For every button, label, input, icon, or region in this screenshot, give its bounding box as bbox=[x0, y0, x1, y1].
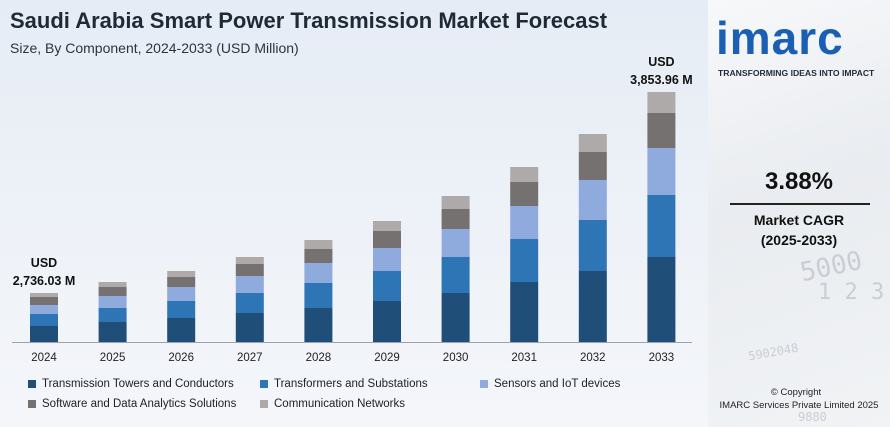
legend-label: Software and Data Analytics Solutions bbox=[42, 398, 237, 410]
x-tick-label: 2032 bbox=[580, 352, 606, 364]
bar-segment bbox=[578, 271, 607, 342]
stacked-bar-chart: 2024 2025 2026 2027 2028 2029 2030 2031 2032 2033… bbox=[12, 55, 693, 364]
copyright-notice: © Copyright bbox=[770, 387, 822, 398]
bar-segment bbox=[235, 264, 264, 276]
bar-segment bbox=[30, 293, 58, 297]
background-decoration: 5902048 bbox=[747, 340, 800, 364]
cagr-value: 3.88% bbox=[764, 168, 834, 195]
bar-segment bbox=[167, 277, 196, 287]
bar-segment bbox=[30, 326, 58, 342]
cagr-period: (2025-2033) bbox=[760, 232, 838, 248]
bar-segment bbox=[373, 221, 401, 231]
bar-segment bbox=[441, 229, 470, 257]
cagr-divider bbox=[730, 203, 870, 205]
bar-segment bbox=[235, 276, 264, 293]
bar-segment bbox=[167, 287, 196, 301]
bar-segment bbox=[441, 293, 470, 342]
bar-segment bbox=[304, 308, 333, 342]
bar-segment bbox=[98, 287, 127, 296]
legend-swatch bbox=[28, 380, 36, 388]
chart-title: Saudi Arabia Smart Power Transmission Ma… bbox=[10, 8, 608, 33]
bar-segment bbox=[647, 92, 676, 113]
bar-segment bbox=[441, 257, 470, 293]
copyright-owner: IMARC Services Private Limited 2025 bbox=[719, 400, 879, 411]
bar-segment bbox=[578, 152, 607, 180]
bar-segment bbox=[441, 196, 470, 209]
bar-segment bbox=[98, 282, 127, 287]
bar-segment bbox=[167, 318, 196, 342]
legend-label: Sensors and IoT devices bbox=[494, 378, 621, 390]
x-tick-label: 2025 bbox=[100, 352, 126, 364]
bar-segment bbox=[373, 231, 401, 248]
logo-tagline: TRANSFORMING IDEAS INTO IMPACT bbox=[718, 68, 875, 78]
imarc-logo: imarc TRANSFORMING IDEAS INTO IMPACT bbox=[716, 12, 886, 82]
bar-segment bbox=[30, 305, 58, 314]
legend-item: Sensors and IoT devices bbox=[480, 378, 620, 390]
chart-subtitle: Size, By Component, 2024-2033 (USD Milli… bbox=[10, 40, 299, 56]
bar-segment bbox=[647, 195, 676, 257]
bar-segment bbox=[578, 220, 607, 271]
bar-segment bbox=[373, 248, 401, 271]
legend-item: Software and Data Analytics Solutions bbox=[28, 398, 236, 410]
bar-segment bbox=[510, 167, 539, 182]
bar-segment bbox=[441, 209, 470, 229]
x-tick-label: 2030 bbox=[443, 352, 469, 364]
bar-segment bbox=[578, 134, 607, 152]
legend-swatch bbox=[480, 380, 488, 388]
logo-wordmark: imarc bbox=[716, 12, 844, 64]
legend-label: Transmission Towers and Conductors bbox=[42, 378, 234, 390]
bar-segment bbox=[510, 282, 539, 342]
bar-segment bbox=[647, 113, 676, 148]
value-annotation: USD bbox=[31, 256, 57, 270]
bar-segment bbox=[373, 271, 401, 301]
background-decoration: 1 2 3 bbox=[818, 280, 885, 305]
legend-item: Transformers and Substations bbox=[260, 378, 428, 390]
x-tick-label: 2027 bbox=[237, 352, 263, 364]
bar-segment bbox=[510, 206, 539, 239]
side-panel: 5000 1 2 3 5902048 9880 imarc TRANSFORMI… bbox=[708, 0, 890, 427]
bar-segment bbox=[647, 148, 676, 195]
legend-item: Transmission Towers and Conductors bbox=[28, 378, 234, 390]
x-tick-label: 2033 bbox=[649, 352, 675, 364]
bar-segment bbox=[98, 322, 127, 342]
legend-swatch bbox=[28, 400, 36, 408]
bar-segment bbox=[510, 182, 539, 206]
bar-segment bbox=[30, 297, 58, 305]
bar-segment bbox=[304, 283, 333, 308]
x-tick-label: 2031 bbox=[511, 352, 537, 364]
x-tick-label: 2026 bbox=[168, 352, 194, 364]
bar-segment bbox=[98, 308, 127, 322]
bar-segment bbox=[510, 239, 539, 282]
x-tick-label: 2028 bbox=[306, 352, 332, 364]
legend-swatch bbox=[260, 400, 268, 408]
value-annotation: 3,853.96 M bbox=[630, 73, 693, 87]
legend-label: Transformers and Substations bbox=[274, 378, 428, 390]
bar-segment bbox=[235, 293, 264, 313]
bar-segment bbox=[578, 180, 607, 220]
bar-segment bbox=[647, 257, 676, 342]
bar-segment bbox=[235, 257, 264, 264]
bar-segment bbox=[304, 263, 333, 283]
bar-segment bbox=[235, 313, 264, 342]
value-annotation: USD bbox=[648, 55, 674, 69]
cagr-label: Market CAGR bbox=[753, 212, 845, 228]
background-decoration: 9880 bbox=[798, 410, 827, 424]
chart-legend: Transmission Towers and Conductors Transf… bbox=[28, 378, 708, 422]
legend-label: Communication Networks bbox=[274, 398, 406, 410]
bar-segment bbox=[304, 249, 333, 263]
value-annotation: 2,736.03 M bbox=[13, 274, 76, 288]
x-tick-label: 2029 bbox=[374, 352, 400, 364]
chart-panel: Saudi Arabia Smart Power Transmission Ma… bbox=[0, 0, 708, 427]
legend-swatch bbox=[260, 380, 268, 388]
bar-segment bbox=[30, 314, 58, 326]
bar-segment bbox=[304, 240, 333, 249]
bar-segment bbox=[167, 271, 196, 277]
bar-segment bbox=[167, 301, 196, 318]
x-tick-label: 2024 bbox=[31, 352, 57, 364]
bar-segment bbox=[373, 301, 401, 342]
legend-item: Communication Networks bbox=[260, 398, 405, 410]
bar-segment bbox=[98, 296, 127, 308]
